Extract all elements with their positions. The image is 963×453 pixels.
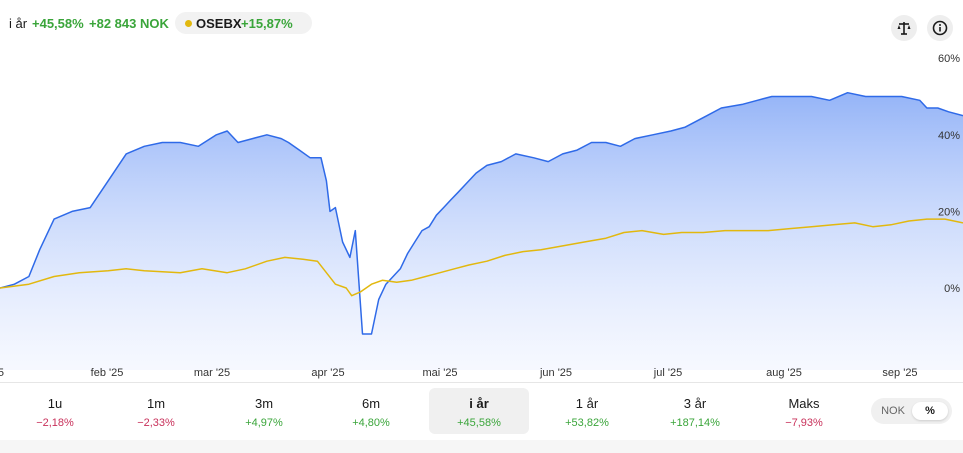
info-icon [932, 20, 948, 36]
range-option[interactable]: 1u −2,18% [5, 388, 105, 434]
x-tick-label: sep '25 [882, 367, 917, 379]
change-percent: +45,58% [32, 16, 84, 31]
range-label: 1 år [575, 396, 599, 411]
x-tick-label: mai '25 [422, 367, 457, 379]
x-tick-label: aug '25 [766, 367, 802, 379]
range-label: 3m [254, 396, 274, 411]
range-label: 6m [361, 396, 381, 411]
range-option[interactable]: 3m +4,97% [214, 388, 314, 434]
benchmark-change: +15,87% [241, 16, 293, 31]
range-option[interactable]: Maks −7,93% [754, 388, 854, 434]
range-label: 1u [47, 396, 63, 411]
range-return: +45,58% [457, 417, 501, 429]
unit-toggle[interactable]: NOK % [871, 398, 952, 424]
y-tick-label: 40% [938, 130, 960, 142]
benchmark-dot-icon [185, 20, 192, 27]
range-return: −2,33% [137, 417, 175, 429]
x-tick-label: jul '25 [653, 367, 682, 379]
x-tick-label: mar '25 [194, 367, 230, 379]
benchmark-name: OSEBX [196, 16, 242, 31]
range-option[interactable]: 3 år +187,14% [645, 388, 745, 434]
x-tick-label: jun '25 [539, 367, 572, 379]
y-tick-label: 0% [944, 283, 960, 295]
range-option[interactable]: 1 år +53,82% [537, 388, 637, 434]
x-tick-label: jan '25 [0, 367, 4, 379]
range-return: +4,97% [245, 417, 283, 429]
benchmark-chip[interactable]: OSEBX +15,87% [175, 12, 312, 34]
x-tick-label: feb '25 [91, 367, 124, 379]
unit-option-percent[interactable]: % [912, 402, 948, 420]
range-selector: 1u −2,18% 1m −2,33% 3m +4,97% 6m +4,80% i år +45,… [0, 382, 963, 441]
range-label: 1m [146, 396, 166, 411]
range-return: +53,82% [565, 417, 609, 429]
range-option[interactable]: 6m +4,80% [321, 388, 421, 434]
range-option[interactable]: 1m −2,33% [106, 388, 206, 434]
y-tick-label: 20% [938, 206, 960, 218]
portfolio-area [0, 92, 963, 370]
range-label: 3 år [683, 396, 707, 411]
performance-chart: 0% 20% 40% 60% jan '25 feb '25 mar '25 apr '25… [0, 53, 963, 379]
x-tick-label: apr '25 [311, 367, 344, 379]
range-return: +4,80% [352, 417, 390, 429]
range-return: −7,93% [785, 417, 823, 429]
period-label: i år [9, 16, 28, 31]
portfolio-line [0, 91, 963, 335]
y-tick-label: 60% [938, 53, 960, 65]
range-return: +187,14% [670, 417, 720, 429]
range-label: Maks [788, 396, 820, 411]
info-button[interactable] [927, 15, 953, 41]
benchmark-line [0, 218, 963, 297]
range-label: i år [469, 396, 489, 411]
range-option[interactable]: i år +45,58% [429, 388, 529, 434]
range-return: −2,18% [36, 417, 74, 429]
performance-header: i år +45,58% +82 843 NOK OSEBX +15,87% [0, 10, 963, 36]
footer-strip [0, 440, 963, 453]
unit-option-nok[interactable]: NOK [881, 405, 905, 417]
scale-icon [897, 22, 911, 35]
compare-button[interactable] [891, 15, 917, 41]
change-amount: +82 843 NOK [89, 16, 169, 31]
